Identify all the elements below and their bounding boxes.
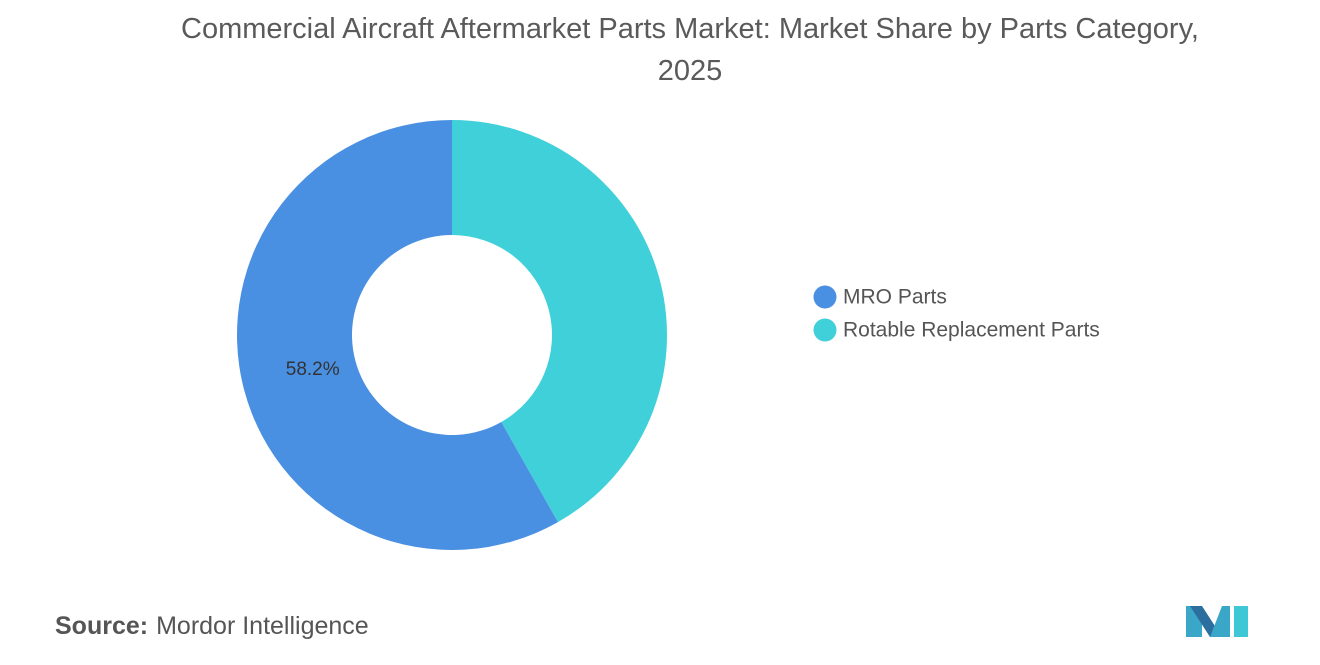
source: Source: Mordor Intelligence [55,612,369,641]
data-label: 58.2% [286,359,340,380]
donut-slice [236,120,558,551]
chart-title: Commercial Aircraft Aftermarket Parts Ma… [181,13,1199,87]
legend-swatch [813,285,837,309]
legend-swatch [813,318,837,342]
source-label: Source: [55,612,149,640]
legend-label: Rotable Replacement Parts [843,319,1100,342]
source-text: Mordor Intelligence [156,612,369,640]
legend-label: MRO Parts [843,286,947,309]
donut-slice [452,120,667,523]
logo [1186,606,1248,637]
